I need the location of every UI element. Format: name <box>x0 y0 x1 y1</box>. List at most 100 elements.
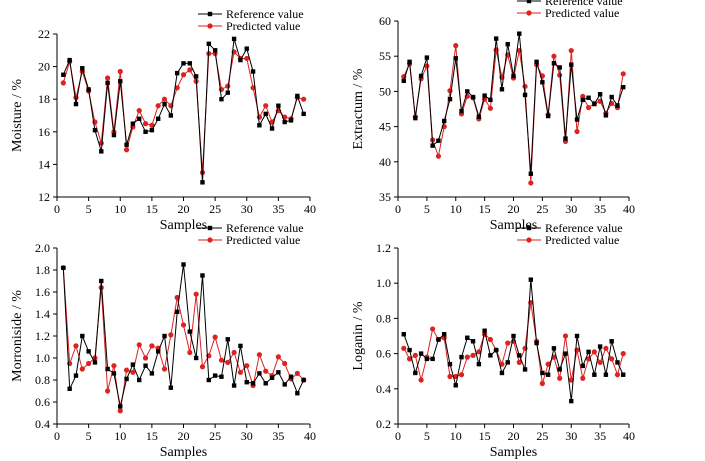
reference-point <box>105 80 110 86</box>
reference-point <box>276 370 281 375</box>
reference-point <box>465 335 470 340</box>
predicted-point <box>487 336 493 343</box>
reference-point <box>295 391 300 396</box>
predicted-point <box>256 352 262 358</box>
reference-point <box>621 84 626 90</box>
chart-2: 0 5 10 15 20 25 30 35 40 35 40 45 50 55 60 Samples Extra… <box>351 0 635 233</box>
predicted-point <box>117 68 123 75</box>
reference-point <box>621 372 626 377</box>
predicted-point <box>187 349 193 356</box>
predicted-point <box>142 121 149 127</box>
y-tick-label: 40 <box>379 155 391 169</box>
reference-point <box>61 72 66 77</box>
x-tick-label: 5 <box>86 202 92 216</box>
reference-point <box>476 114 482 119</box>
x-tick-label: 30 <box>565 429 577 443</box>
predicted-point <box>476 349 482 355</box>
predicted-point <box>539 380 545 387</box>
reference-point <box>482 328 487 333</box>
x-tick-label: 10 <box>114 202 126 216</box>
reference-point <box>401 332 406 337</box>
predicted-point <box>256 114 262 120</box>
x-tick-label: 35 <box>272 202 284 216</box>
reference-point <box>511 73 516 79</box>
predicted-point <box>60 80 66 86</box>
x-tick-label: 20 <box>178 202 190 216</box>
y-tick-label: 0.8 <box>35 373 50 387</box>
reference-point <box>282 119 287 125</box>
reference-point <box>493 347 499 353</box>
predicted-point <box>545 361 551 367</box>
reference-point <box>424 55 430 60</box>
reference-point <box>187 329 193 334</box>
reference-point <box>149 371 155 376</box>
reference-point <box>295 93 300 99</box>
reference-point <box>238 343 243 349</box>
predicted-point <box>597 359 603 365</box>
y-tick-label: 2.0 <box>35 241 50 255</box>
reference-point <box>206 377 211 383</box>
reference-point <box>124 376 129 382</box>
predicted-point <box>123 147 130 153</box>
reference-point <box>580 363 585 369</box>
legend-label-predicted: Predicted value <box>545 233 619 247</box>
reference-point <box>574 333 580 339</box>
predicted-point <box>551 53 557 59</box>
y-tick-label: 35 <box>379 190 391 204</box>
x-tick-label: 40 <box>623 429 635 443</box>
reference-point <box>615 103 620 108</box>
legend-label-reference: Reference value <box>545 221 623 235</box>
predicted-point <box>516 359 522 365</box>
predicted-point <box>187 67 193 73</box>
reference-point <box>517 353 522 358</box>
reference-point <box>193 74 199 79</box>
reference-point <box>597 344 603 349</box>
predicted-point <box>218 357 225 363</box>
x-tick-label: 25 <box>536 429 548 443</box>
legend-marker-predicted <box>526 237 532 243</box>
predicted-point <box>487 105 493 111</box>
reference-point <box>257 371 262 376</box>
predicted-point <box>117 408 123 414</box>
reference-point <box>212 48 218 53</box>
predicted-point <box>263 103 269 109</box>
reference-point <box>522 367 528 372</box>
predicted-point <box>79 366 85 372</box>
predicted-point <box>464 354 470 360</box>
predicted-point <box>161 366 168 372</box>
predicted-point <box>282 360 288 367</box>
reference-point <box>288 118 294 123</box>
reference-point <box>73 373 79 378</box>
y-tick-label: 1.2 <box>35 329 50 343</box>
predicted-point <box>136 342 142 348</box>
x-tick-label: 20 <box>508 202 520 216</box>
reference-point <box>609 94 614 100</box>
predicted-point <box>591 349 597 355</box>
predicted-series-line <box>403 45 624 183</box>
reference-point <box>615 360 620 365</box>
x-axis-label: Samples <box>160 218 207 233</box>
y-tick-label: 1.6 <box>35 285 50 299</box>
predicted-point <box>142 355 149 361</box>
reference-point <box>99 149 104 154</box>
predicted-point <box>237 369 244 375</box>
predicted-point <box>614 372 621 378</box>
y-tick-label: 18 <box>38 92 50 106</box>
predicted-point <box>568 47 574 54</box>
y-tick-label: 1.0 <box>35 351 50 365</box>
predicted-point <box>580 93 586 99</box>
x-tick-label: 10 <box>450 202 462 216</box>
reference-point <box>276 103 281 108</box>
predicted-point <box>620 71 626 77</box>
predicted-point <box>275 354 281 360</box>
y-tick-label: 45 <box>379 120 391 134</box>
reference-point <box>149 127 155 133</box>
reference-point <box>181 262 186 267</box>
reference-point <box>563 351 568 356</box>
x-tick-label: 15 <box>479 202 491 216</box>
legend-marker-reference <box>526 0 532 4</box>
reference-point <box>225 90 230 95</box>
y-tick-label: 22 <box>38 27 50 41</box>
predicted-point <box>86 360 92 367</box>
reference-point <box>130 362 136 367</box>
